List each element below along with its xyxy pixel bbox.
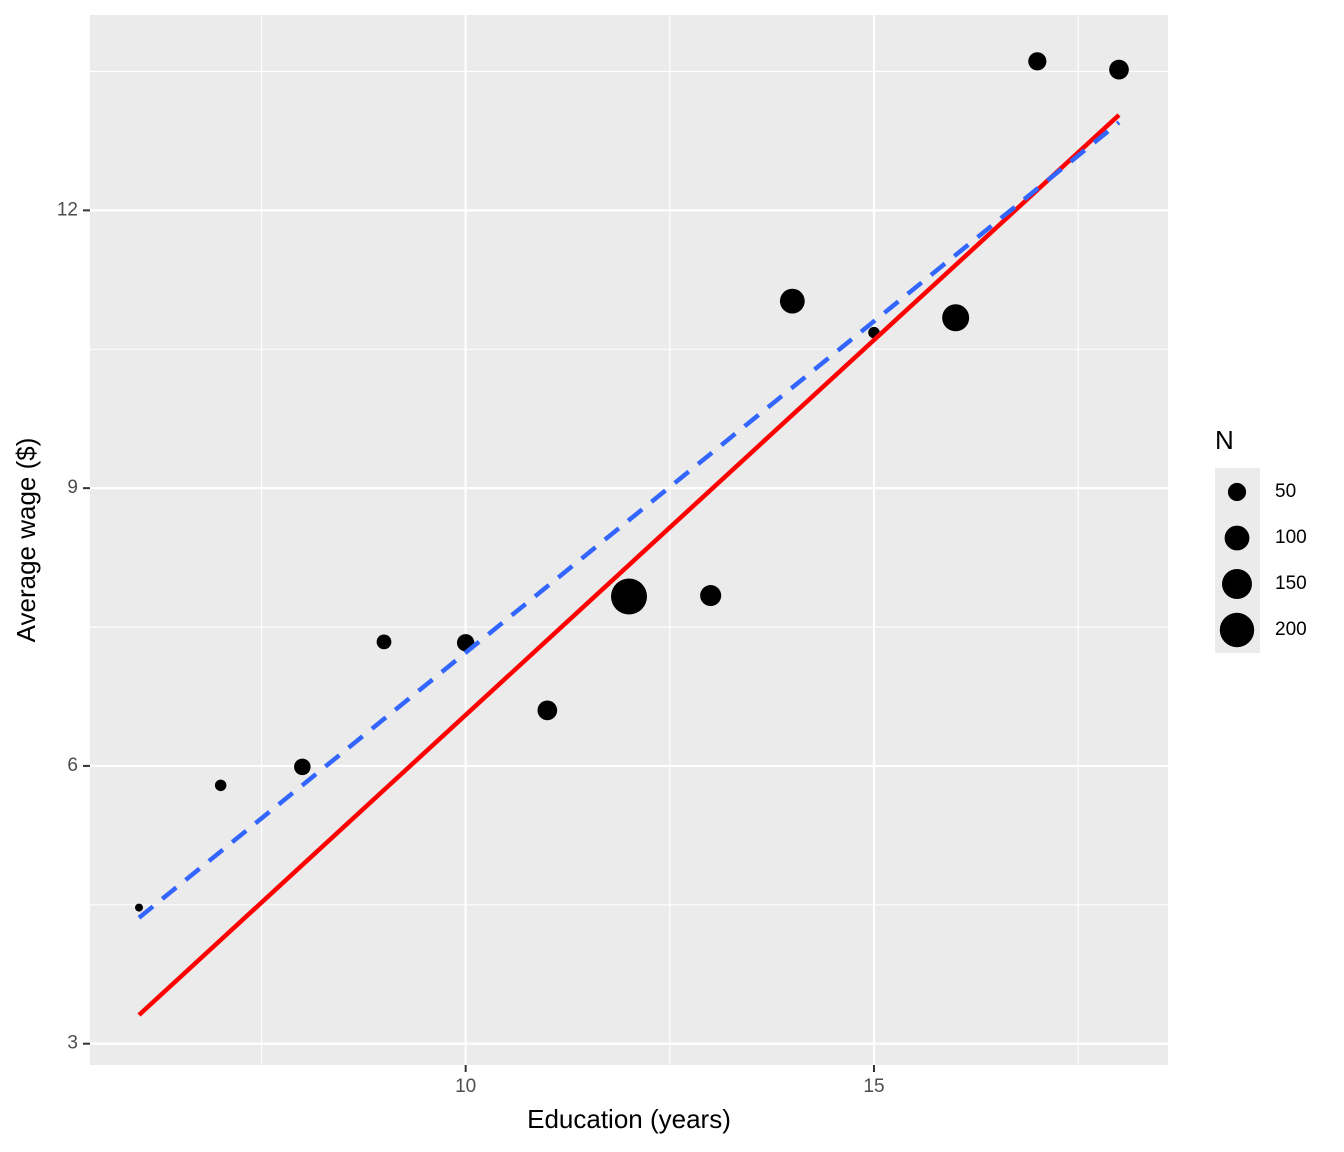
legend-key [1227,482,1247,502]
x-tick-label: 15 [863,1076,884,1097]
legend-title: N [1215,425,1234,455]
panel [90,15,1168,1065]
point [1109,59,1129,80]
point [376,634,392,650]
y-axis-label: Average wage ($) [11,438,41,643]
point [214,779,227,792]
y-tick-label: 3 [67,1033,78,1054]
point [537,700,558,721]
legend-key [1224,525,1250,551]
legend-label: 200 [1275,619,1307,640]
legend-key [1222,569,1252,599]
point [611,578,647,615]
point [779,288,805,314]
fit-line [137,113,1121,1017]
y-tick-label: 12 [57,199,78,220]
fit-line [137,120,1121,920]
point [1028,52,1047,71]
point [700,585,722,607]
y-tick-label: 9 [67,477,78,498]
point [942,304,970,332]
y-tick-label: 6 [67,755,78,776]
legend-label: 50 [1275,481,1296,502]
point [135,903,143,912]
legend-label: 100 [1275,527,1307,548]
legend-label: 150 [1275,573,1307,594]
legend-key [1219,612,1255,648]
x-axis-label: Education (years) [527,1104,731,1134]
point [294,758,311,776]
x-tick-label: 10 [455,1076,476,1097]
